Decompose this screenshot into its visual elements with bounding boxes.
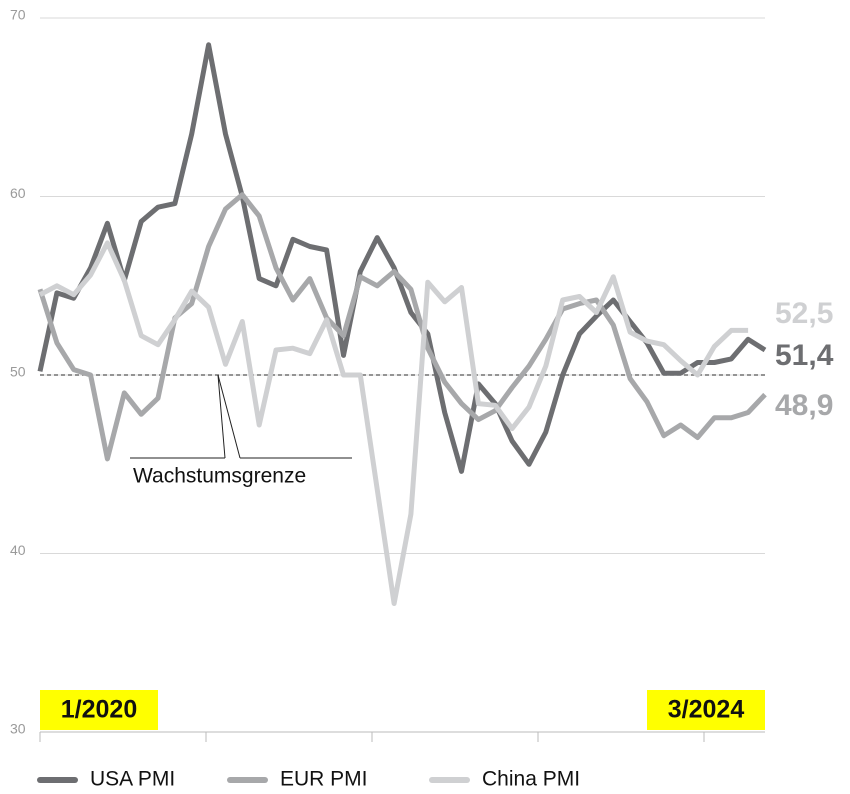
- y-tick-label: 50: [10, 364, 26, 380]
- series-line: [37, 192, 767, 462]
- x-axis: [39, 731, 765, 742]
- date-label-box: [40, 690, 158, 730]
- legend-label: USA PMI: [90, 768, 175, 791]
- y-tick-label: 40: [10, 542, 26, 558]
- annotation-leader: [217, 374, 226, 459]
- x-tick-label: 1/2020: [61, 696, 137, 724]
- y-tick-label: 60: [10, 185, 26, 201]
- annotation-text: Wachstumsgrenze: [133, 465, 306, 488]
- annotation-leader: [217, 374, 241, 459]
- y-tick-label: 70: [10, 7, 26, 23]
- value-label: 48,9: [775, 389, 833, 422]
- annotation: Wachstumsgrenze: [130, 374, 352, 488]
- date-label-box: [647, 690, 765, 730]
- series-line: [38, 240, 749, 606]
- x-tick-label: 3/2024: [668, 696, 745, 724]
- legend-label: China PMI: [482, 768, 580, 791]
- value-label: 51,4: [775, 339, 834, 372]
- legend-label: EUR PMI: [280, 768, 368, 791]
- y-tick-label: 30: [10, 721, 26, 737]
- value-label: 52,5: [775, 297, 833, 330]
